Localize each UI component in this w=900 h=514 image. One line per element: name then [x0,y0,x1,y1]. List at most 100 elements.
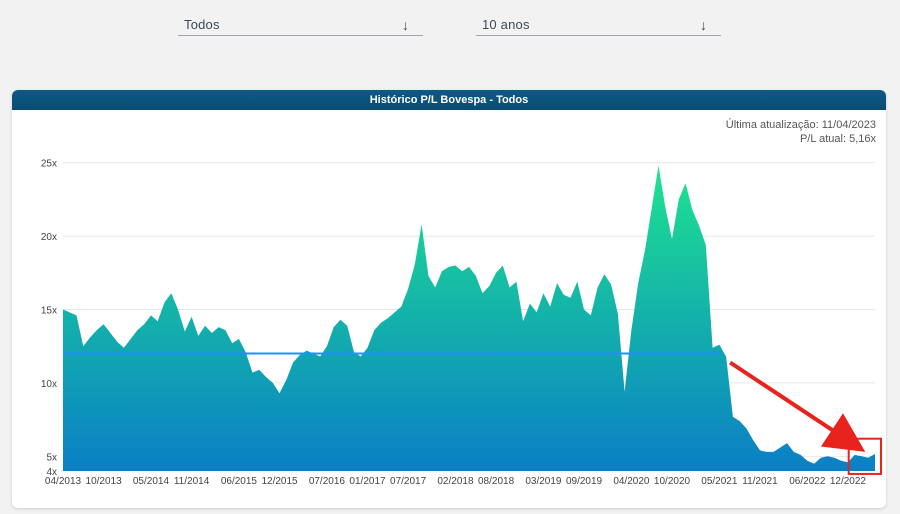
data-point [658,165,659,166]
data-point [347,325,348,326]
data-point [394,312,395,313]
data-point [428,275,429,276]
data-point [435,287,436,288]
data-point [678,199,679,200]
y-tick-label: 20x [41,232,57,243]
x-tick-label: 07/2017 [390,476,427,487]
data-point [293,362,294,363]
data-point [462,271,463,272]
data-point [868,457,869,458]
x-tick-label: 03/2019 [525,476,562,487]
data-point [536,312,537,313]
data-point [671,238,672,239]
data-point [590,315,591,316]
data-point [496,272,497,273]
data-point [583,309,584,310]
data-point [529,303,530,304]
data-point [827,456,828,457]
data-point [502,265,503,266]
data-point [265,376,266,377]
annotation-box [847,437,883,475]
current-pl-label: P/L atual: 5,16x [799,133,876,145]
data-point [401,306,402,307]
data-point [245,352,246,353]
arrow-down-icon: ↓ [402,17,409,33]
data-point [638,283,639,284]
data-point [259,369,260,370]
data-point [279,393,280,394]
x-tick-label: 11/2014 [174,476,210,487]
data-point [441,271,442,272]
data-point [184,331,185,332]
y-tick-label: 15x [41,306,57,317]
x-tick-label: 07/2016 [309,476,346,487]
data-point [380,322,381,323]
data-point [374,330,375,331]
pl-area-series [63,165,875,471]
period-select[interactable]: 10 anos ↓ [476,14,721,36]
data-point [299,354,300,355]
data-point [874,453,875,454]
data-point [150,315,151,316]
data-point [793,451,794,452]
data-point [421,224,422,225]
data-point [205,325,206,326]
x-tick-label: 06/2022 [789,476,826,487]
data-point [543,293,544,294]
data-point [807,460,808,461]
period-select-value: 10 anos [482,17,530,32]
data-point [780,447,781,448]
x-tick-label: 05/2014 [133,476,170,487]
data-point [123,347,124,348]
data-point [712,347,713,348]
data-point [800,454,801,455]
data-point [563,294,564,295]
data-point [367,347,368,348]
data-point [556,283,557,284]
x-tick-label: 10/2013 [86,476,123,487]
data-point [644,250,645,251]
data-point [523,321,524,322]
data-point [861,456,862,457]
data-point [286,379,287,380]
data-point [326,346,327,347]
y-tick-label: 4x [46,467,57,478]
annotation-arrow [729,360,866,452]
x-tick-label: 08/2018 [478,476,515,487]
chart-card: Histórico P/L Bovespa - Todos Última atu… [12,90,886,508]
data-point [360,356,361,357]
data-point [144,324,145,325]
y-tick-label: 5x [46,452,57,463]
data-point [753,440,754,441]
data-point [732,416,733,417]
data-point [516,281,517,282]
data-point [252,372,253,373]
data-point [110,332,111,333]
x-tick-label: 12/2015 [261,476,298,487]
chart-card-title: Histórico P/L Bovespa - Todos [12,90,886,110]
x-tick-label: 10/2020 [654,476,691,487]
data-point [455,265,456,266]
data-point [191,316,192,317]
data-point [137,330,138,331]
data-point [631,330,632,331]
data-point [604,274,605,275]
data-point [475,275,476,276]
y-tick-label: 10x [41,379,57,390]
data-point [570,297,571,298]
arrow-down-icon: ↓ [700,17,707,33]
data-point [759,450,760,451]
data-point [509,287,510,288]
data-point [651,208,652,209]
data-point [685,183,686,184]
data-point [306,350,307,351]
data-point [76,315,77,316]
data-point [408,288,409,289]
data-point [746,428,747,429]
data-point [611,284,612,285]
category-select-value: Todos [184,17,220,32]
category-select[interactable]: Todos ↓ [178,14,423,36]
data-point [238,338,239,339]
data-point [577,281,578,282]
